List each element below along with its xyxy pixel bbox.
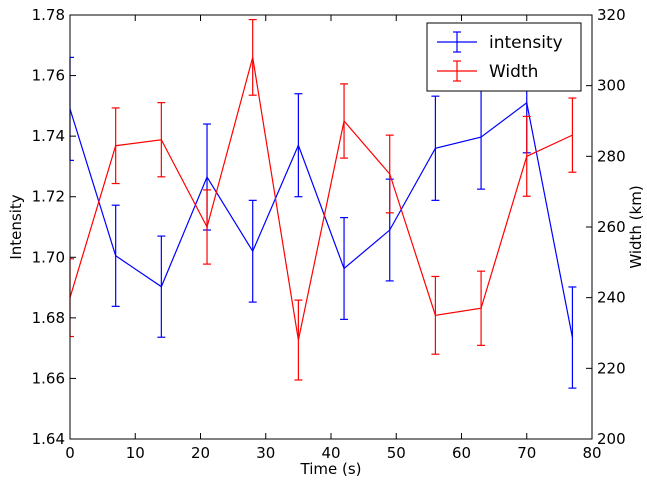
y-right-tick-label: 220	[597, 359, 626, 377]
y-axis-label: Intensity	[7, 194, 25, 259]
y-tick-label: 1.64	[32, 430, 65, 448]
x-tick-label: 80	[582, 444, 601, 462]
y-right-axis-label: Width (km)	[627, 185, 645, 268]
y-right-tick-label: 200	[597, 430, 626, 448]
x-tick-label: 50	[387, 444, 406, 462]
y-right-tick-label: 240	[597, 289, 626, 307]
legend-entry-width: Width	[437, 60, 538, 82]
x-tick-label: 40	[321, 444, 340, 462]
y-tick-label: 1.70	[32, 248, 65, 266]
x-tick-label: 30	[256, 444, 275, 462]
x-tick-label: 20	[191, 444, 210, 462]
y-right-tick-label: 280	[597, 147, 626, 165]
x-tick-label: 70	[517, 444, 536, 462]
x-tick-label: 10	[126, 444, 145, 462]
y-tick-label: 1.76	[32, 67, 65, 85]
x-tick-label: 0	[65, 444, 75, 462]
y-right-tick-label: 300	[597, 77, 626, 95]
legend-label-intensity: intensity	[489, 33, 563, 53]
y-right-tick-label: 260	[597, 218, 626, 236]
series-layer	[69, 18, 577, 389]
y-tick-label: 1.68	[32, 309, 65, 327]
y-tick-label: 1.72	[32, 188, 65, 206]
y-tick-label: 1.66	[32, 369, 65, 387]
y-right-tick-label: 320	[597, 6, 626, 24]
y-tick-label: 1.74	[32, 127, 65, 145]
x-axis-label: Time (s)	[300, 460, 362, 478]
legend-box	[426, 22, 582, 92]
legend: intensity Width	[426, 22, 582, 92]
axes-layer: 0 10 20 30 40 50 60 70 80 1.64 1.66 1.68 1.70 1.72 1.7…	[32, 6, 626, 462]
legend-label-width: Width	[489, 62, 538, 82]
x-tick-label: 60	[452, 444, 471, 462]
series-line-intensity	[69, 101, 574, 338]
series-line-width	[69, 57, 573, 341]
legend-entry-intensity: intensity	[437, 31, 563, 53]
y-tick-label: 1.78	[32, 6, 65, 24]
